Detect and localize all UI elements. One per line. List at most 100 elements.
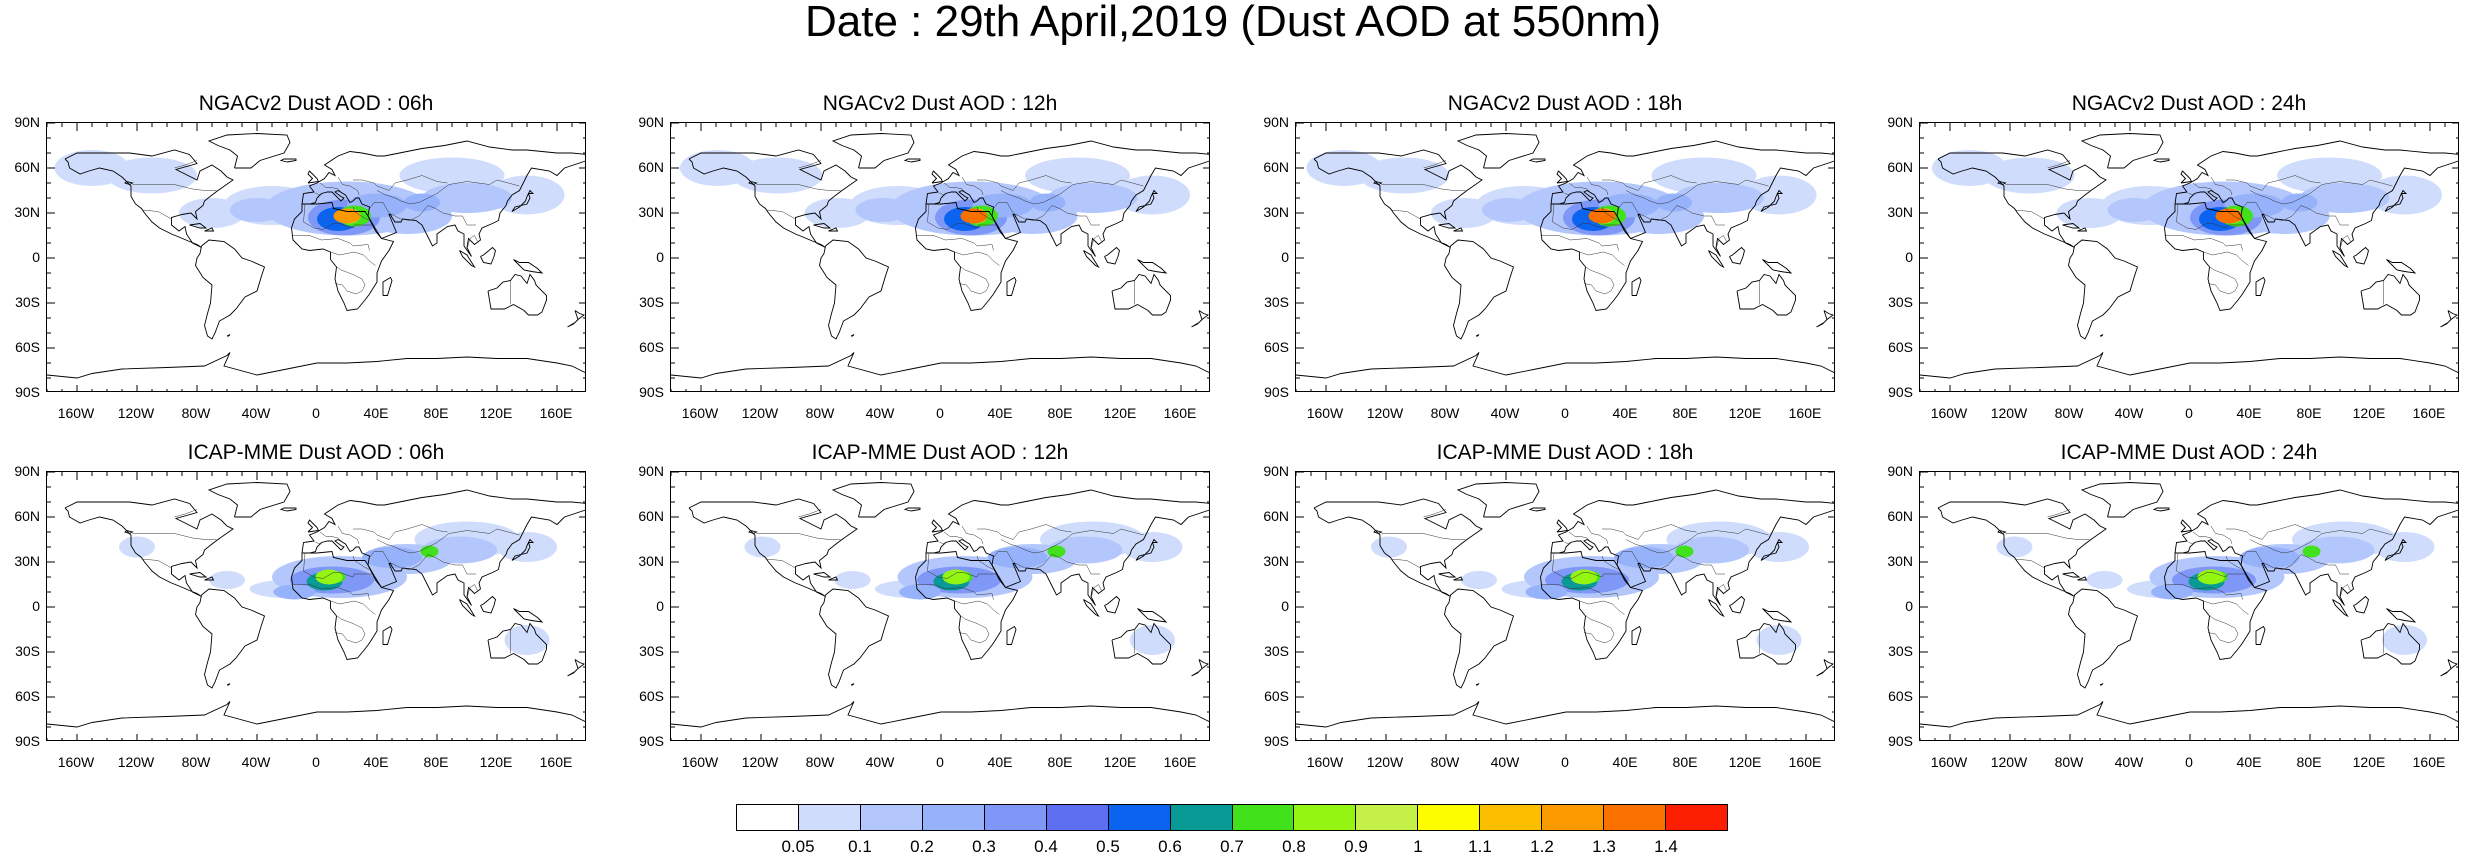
coastline	[1550, 489, 1834, 606]
country-border	[2225, 206, 2243, 221]
lon-tick-label: 120E	[1103, 405, 1137, 421]
coastline	[1135, 538, 1159, 561]
lon-tick-label: 40E	[363, 405, 389, 421]
coastline	[1997, 181, 2007, 185]
coastline	[1760, 538, 1784, 561]
country-border	[466, 584, 478, 599]
axis-ticks	[671, 123, 1209, 391]
aod-contour-area	[1932, 150, 2007, 186]
lon-tick-label: 160E	[539, 754, 573, 770]
country-border	[319, 182, 342, 193]
coastline	[1816, 319, 1828, 328]
lat-tick-label: 30N	[1887, 553, 1913, 569]
country-border	[174, 160, 198, 169]
coastline	[1729, 246, 1745, 265]
coastline	[459, 599, 476, 618]
lat-tick-label: 30S	[15, 294, 40, 310]
coastline	[1456, 133, 1540, 169]
lat-tick-label: 30N	[638, 553, 664, 569]
aod-contour-area	[1675, 545, 1694, 558]
coastline	[688, 149, 858, 248]
aod-contour-area	[209, 571, 245, 589]
coastline	[291, 551, 395, 660]
country-border	[2300, 554, 2349, 575]
coastline	[850, 334, 855, 337]
aod-maximum	[2215, 208, 2243, 224]
lon-tick-label: 40W	[2114, 754, 2144, 770]
aod-contour-area	[1996, 536, 2033, 558]
dust-aod-field	[47, 472, 585, 740]
colorbar-label: 1.1	[1468, 837, 1492, 856]
coastline	[671, 701, 1209, 728]
coastline	[1550, 140, 1834, 257]
coastline	[1475, 334, 1480, 337]
country-border	[303, 552, 373, 579]
lat-tick-label: 90S	[639, 733, 664, 749]
lat-tick-label: 0	[1905, 598, 1913, 614]
country-border	[2300, 205, 2349, 226]
aod-shading	[54, 150, 565, 236]
coastline	[1920, 701, 2458, 728]
colorbar-label: 0.3	[972, 837, 996, 856]
country-border	[976, 206, 994, 221]
lat-tick-label: 90N	[638, 114, 664, 130]
country-border	[1583, 265, 1615, 295]
colorbar-swatch	[798, 805, 861, 830]
colorbar-swatch	[1666, 805, 1727, 830]
aod-contour-area	[855, 198, 910, 222]
lat-tick-label: 0	[656, 598, 664, 614]
colorbar-swatch	[737, 805, 799, 830]
lon-tick-label: 160E	[1163, 754, 1197, 770]
panel-title: NGACv2 Dust AOD : 18h	[1447, 92, 1683, 115]
country-border	[2210, 176, 2233, 196]
coastline	[301, 489, 585, 606]
coastline	[2332, 599, 2349, 618]
coastline	[1528, 507, 1546, 512]
lat-tick-label: 30S	[15, 643, 40, 659]
panel-title: NGACv2 Dust AOD : 12h	[822, 92, 1058, 115]
coastline	[2384, 189, 2408, 212]
lon-tick-label: 80W	[1430, 405, 1460, 421]
map-panel-ngacv2-18h: NGACv2 Dust AOD : 18h 90N 60N 30N 0 30S 60S 90S…	[1263, 92, 1835, 420]
coastline	[1937, 149, 2107, 248]
aod-shading	[744, 521, 1183, 655]
coastline	[828, 227, 839, 232]
coastline	[204, 227, 215, 232]
coastline	[64, 149, 234, 248]
aod-contour-area	[1371, 536, 1407, 558]
lon-tick-label: 0	[1561, 405, 1569, 421]
lon-tick-label: 40W	[865, 405, 895, 421]
lon-tick-label: 80W	[1430, 754, 1460, 770]
coastline	[1453, 227, 1464, 232]
lat-tick-label: 60S	[639, 339, 664, 355]
aod-maximum	[960, 208, 988, 224]
coastline	[279, 507, 297, 512]
colorbar-swatch	[1480, 805, 1543, 830]
map-panel-icap-mme-12h: ICAP-MME Dust AOD : 12h 90N 60N 30N 0 30S 60S 9…	[638, 441, 1210, 769]
coastline	[2174, 489, 2458, 606]
country-border	[1715, 584, 1727, 599]
coastline	[1453, 576, 1464, 581]
lon-tick-label: 40W	[2114, 405, 2144, 421]
lat-tick-label: 90S	[1888, 384, 1913, 400]
aod-contour-area	[804, 198, 871, 228]
lat-tick-label: 30S	[1264, 294, 1289, 310]
colorbar-swatch	[922, 805, 985, 830]
colorbar-swatch	[860, 805, 923, 830]
colorbar-label: 0.5	[1096, 837, 1120, 856]
country-border	[1579, 600, 1625, 615]
coastline	[513, 608, 544, 623]
country-border	[2249, 528, 2393, 554]
aod-contour-area	[2367, 175, 2442, 215]
coastline	[1556, 170, 1569, 184]
coastline	[2386, 608, 2417, 623]
coastline	[831, 482, 915, 518]
lon-tick-label: 40E	[2236, 754, 2262, 770]
aod-shading	[119, 521, 557, 655]
country-border	[915, 235, 994, 251]
lat-tick-label: 60S	[639, 688, 664, 704]
lon-tick-label: 40E	[2236, 405, 2262, 421]
lon-tick-label: 80E	[2296, 405, 2322, 421]
country-border	[1602, 524, 1697, 540]
lat-tick-label: 60N	[1263, 159, 1289, 175]
